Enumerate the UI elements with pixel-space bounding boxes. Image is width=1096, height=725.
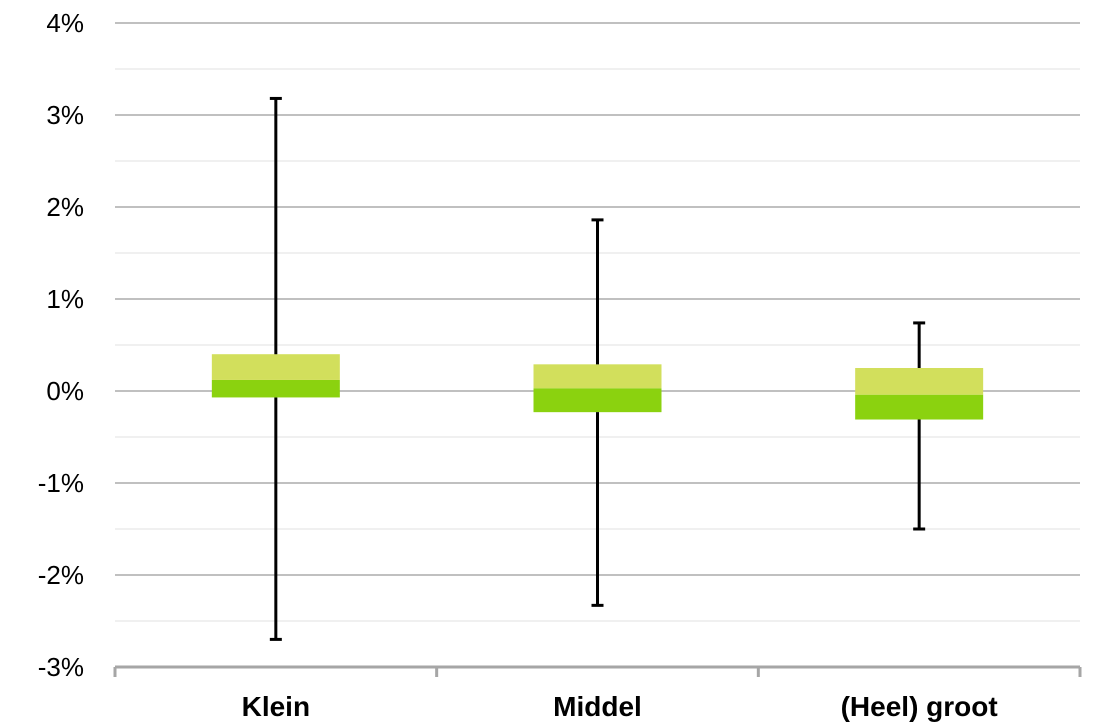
y-tick-label: -3% [38, 652, 84, 682]
box-2 [533, 218, 662, 607]
y-tick-label: -1% [38, 468, 84, 498]
box-lower-segment [855, 394, 984, 420]
box-3 [855, 321, 984, 531]
box-1 [211, 96, 340, 641]
x-axis [113, 665, 1082, 677]
y-tick-label: 4% [46, 8, 84, 38]
box-lower-segment [211, 379, 340, 398]
y-tick-label: 2% [46, 192, 84, 222]
x-category-label: Klein [242, 691, 310, 722]
box-lower-segment [533, 388, 662, 413]
y-tick-label: 1% [46, 284, 84, 314]
x-category-label: (Heel) groot [841, 691, 998, 722]
box-upper-segment [855, 368, 984, 395]
box-upper-segment [533, 364, 662, 389]
x-axis-labels: Klein Middel (Heel) groot [242, 691, 998, 722]
box-upper-segment [211, 354, 340, 380]
x-category-label: Middel [553, 691, 642, 722]
y-tick-label: -2% [38, 560, 84, 590]
y-axis-ticks: 4% 3% 2% 1% 0% -1% -2% -3% [38, 8, 84, 682]
boxes [211, 96, 984, 641]
y-tick-label: 3% [46, 100, 84, 130]
y-tick-label: 0% [46, 376, 84, 406]
